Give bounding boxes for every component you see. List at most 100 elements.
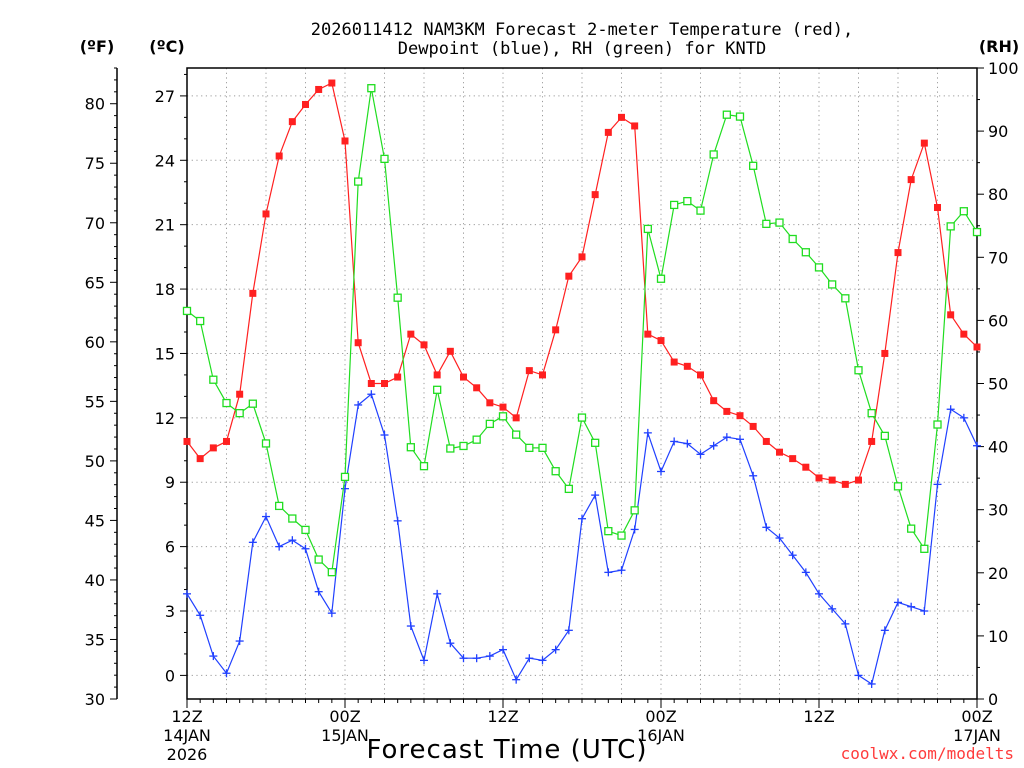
temperature-point (394, 373, 402, 381)
rh-point (722, 110, 731, 119)
x-tick-label: 12Z (171, 707, 202, 726)
rh-point (419, 462, 429, 471)
rh-point (749, 161, 758, 170)
dewpoint-point (354, 400, 363, 409)
dewpoint-point (894, 598, 902, 607)
rh-point (814, 263, 824, 272)
temperature-point (776, 448, 783, 456)
rh-point (775, 218, 784, 227)
dewpoint-point (275, 542, 284, 551)
x-tick-label: 2026 (167, 745, 208, 764)
temperature-point (657, 337, 665, 345)
fahrenheit-tick-label: 80 (85, 95, 105, 114)
rh-point (406, 443, 415, 452)
fahrenheit-tick-label: 45 (85, 511, 105, 530)
rh-point (525, 443, 534, 453)
dewpoint-point (815, 589, 823, 598)
dewpoint-point (222, 669, 231, 678)
dewpoint-point (341, 484, 349, 493)
rh-point (446, 444, 455, 453)
temperature-point (354, 339, 362, 347)
celsius-tick-label: 9 (165, 473, 175, 492)
rh-point (459, 441, 468, 451)
temperature-point (683, 362, 691, 370)
dewpoint-point (420, 656, 428, 665)
rh-point (367, 84, 376, 93)
dewpoint-point (617, 566, 626, 575)
dewpoint-point (630, 525, 639, 534)
temperature-point (947, 311, 955, 319)
rh-point (577, 413, 587, 422)
rh-point (485, 419, 494, 429)
temperature-point (525, 367, 533, 375)
celsius-tick-label: 0 (165, 666, 175, 685)
rh-point (604, 527, 613, 536)
dewpoint-point (828, 604, 837, 613)
dewpoint-point (248, 538, 257, 547)
rh-point (498, 412, 508, 421)
rh-point (683, 196, 692, 206)
rh-point (564, 484, 573, 494)
dewpoint-point (406, 622, 415, 631)
temperature-point (789, 455, 797, 463)
dewpoint-point (525, 654, 534, 663)
temperature-point (841, 480, 849, 488)
rh-point (617, 531, 626, 540)
temperature-point (486, 399, 494, 407)
credit-text: coolwx.com/modelts (841, 744, 1014, 763)
dewpoint-point (643, 428, 652, 437)
dewpoint-point (604, 568, 613, 577)
rh-tick-label: 90 (988, 122, 1008, 141)
rh-point (933, 420, 942, 429)
temperature-point (196, 455, 204, 463)
temperature-point (723, 407, 731, 415)
dewpoint-point (551, 645, 560, 654)
dewpoint-point (788, 551, 797, 560)
rh-point (288, 514, 297, 523)
rh-tick-label: 100 (988, 59, 1019, 78)
rh-point (340, 472, 350, 482)
dewpoint-point (920, 607, 929, 616)
celsius-unit-label: (ºC) (149, 37, 184, 56)
temperature-point (420, 341, 428, 349)
temperature-point (499, 403, 507, 411)
temperature-point (249, 289, 257, 297)
rh-point (222, 398, 231, 408)
x-tick-label: 14JAN (163, 726, 211, 745)
rh-tick-label: 50 (988, 375, 1008, 394)
rh-tick-label: 80 (988, 185, 1008, 204)
temperature-point (209, 444, 217, 452)
temperature-point (183, 437, 191, 445)
dewpoint-point (722, 433, 731, 442)
series-rh (182, 84, 982, 577)
temperature-point (907, 176, 915, 184)
series-2-meter-temperature (183, 79, 981, 488)
dewpoint-point (485, 652, 494, 661)
dewpoint-point (946, 405, 955, 414)
fahrenheit-unit-label: (ºF) (80, 37, 115, 56)
temperature-point (565, 272, 573, 280)
rh-point (261, 439, 271, 448)
x-tick-label: 12Z (803, 707, 834, 726)
dewpoint-point (196, 611, 205, 620)
dewpoint-point (683, 439, 692, 448)
dewpoint-point (262, 512, 270, 521)
rh-point (380, 154, 389, 164)
dewpoint-point (235, 637, 244, 646)
temperature-point (552, 326, 560, 334)
temperature-point (815, 474, 823, 482)
dewpoint-point (670, 437, 679, 446)
rh-point (893, 482, 903, 491)
temperature-point (631, 122, 639, 130)
temperature-point (762, 437, 770, 445)
celsius-tick-label: 24 (155, 151, 175, 170)
temperature-point (644, 330, 652, 338)
rh-point (643, 224, 652, 234)
rh-unit-label: (RH) (979, 37, 1019, 56)
rh-tick-label: 30 (988, 501, 1008, 520)
rh-point (801, 248, 810, 257)
rh-point (709, 150, 718, 159)
dewpoint-point (709, 441, 718, 450)
temperature-point (894, 249, 902, 257)
temperature-point (802, 463, 810, 471)
